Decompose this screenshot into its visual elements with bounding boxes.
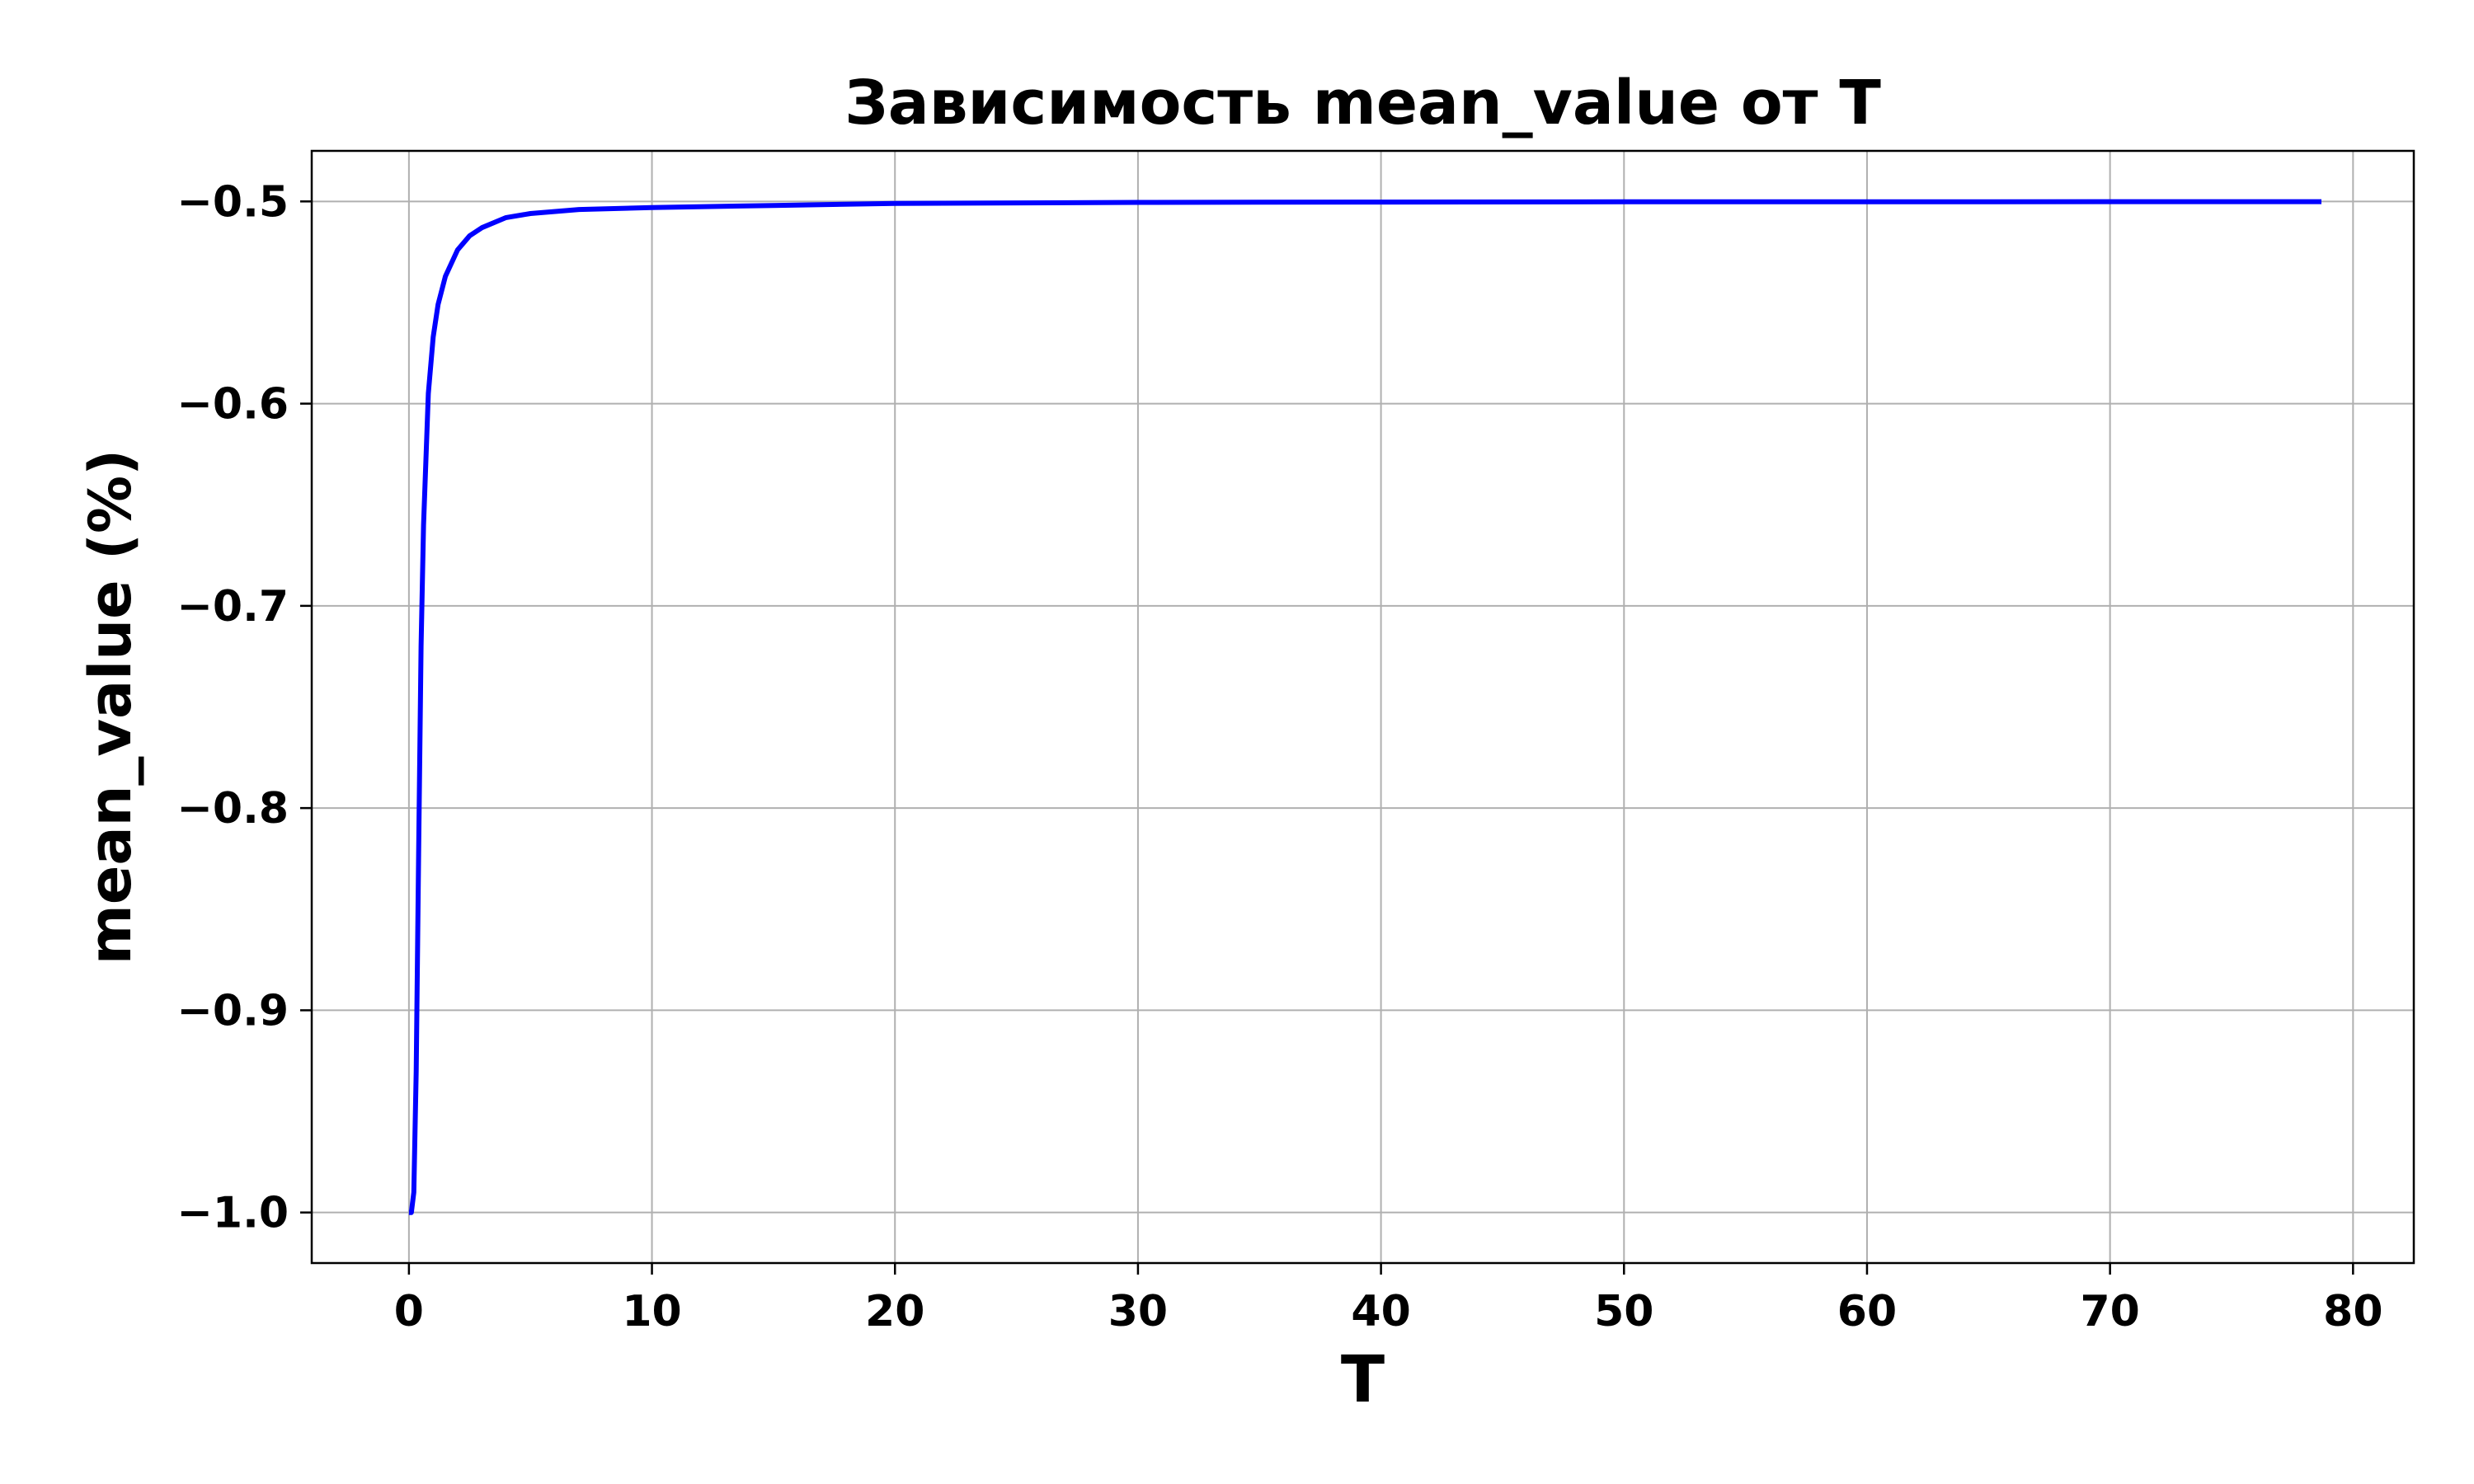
- y-axis-label: mean_value (%): [77, 449, 144, 965]
- x-axis-ticks: 0 10 20 30 40 50 60 70 80: [394, 1263, 2383, 1336]
- x-tick-label: 60: [1837, 1287, 1897, 1336]
- x-tick-label: 30: [1108, 1287, 1168, 1336]
- x-tick-label: 0: [394, 1287, 424, 1336]
- x-tick-label: 20: [865, 1287, 924, 1336]
- x-tick-label: 80: [2323, 1287, 2382, 1336]
- x-tick-label: 50: [1594, 1287, 1653, 1336]
- x-axis-label: T: [1341, 1343, 1385, 1417]
- y-tick-label: −0.6: [176, 380, 289, 430]
- x-tick-label: 10: [622, 1287, 681, 1336]
- y-tick-label: −0.5: [176, 177, 289, 227]
- series-layer: [408, 199, 2321, 1215]
- x-tick-label: 70: [2080, 1287, 2139, 1336]
- y-tick-label: −0.7: [176, 582, 289, 632]
- grid: [312, 151, 2414, 1263]
- chart-title: Зависимость mean_value от T: [844, 68, 1881, 139]
- y-tick-label: −0.9: [176, 986, 289, 1036]
- y-tick-label: −1.0: [176, 1189, 289, 1238]
- y-tick-label: −0.8: [176, 784, 289, 834]
- plot-frame: [310, 149, 2415, 1265]
- series-line: [408, 199, 2321, 1215]
- x-tick-label: 40: [1351, 1287, 1410, 1336]
- y-axis-ticks: −1.0 −0.9 −0.8 −0.7 −0.6 −0.5: [176, 177, 312, 1238]
